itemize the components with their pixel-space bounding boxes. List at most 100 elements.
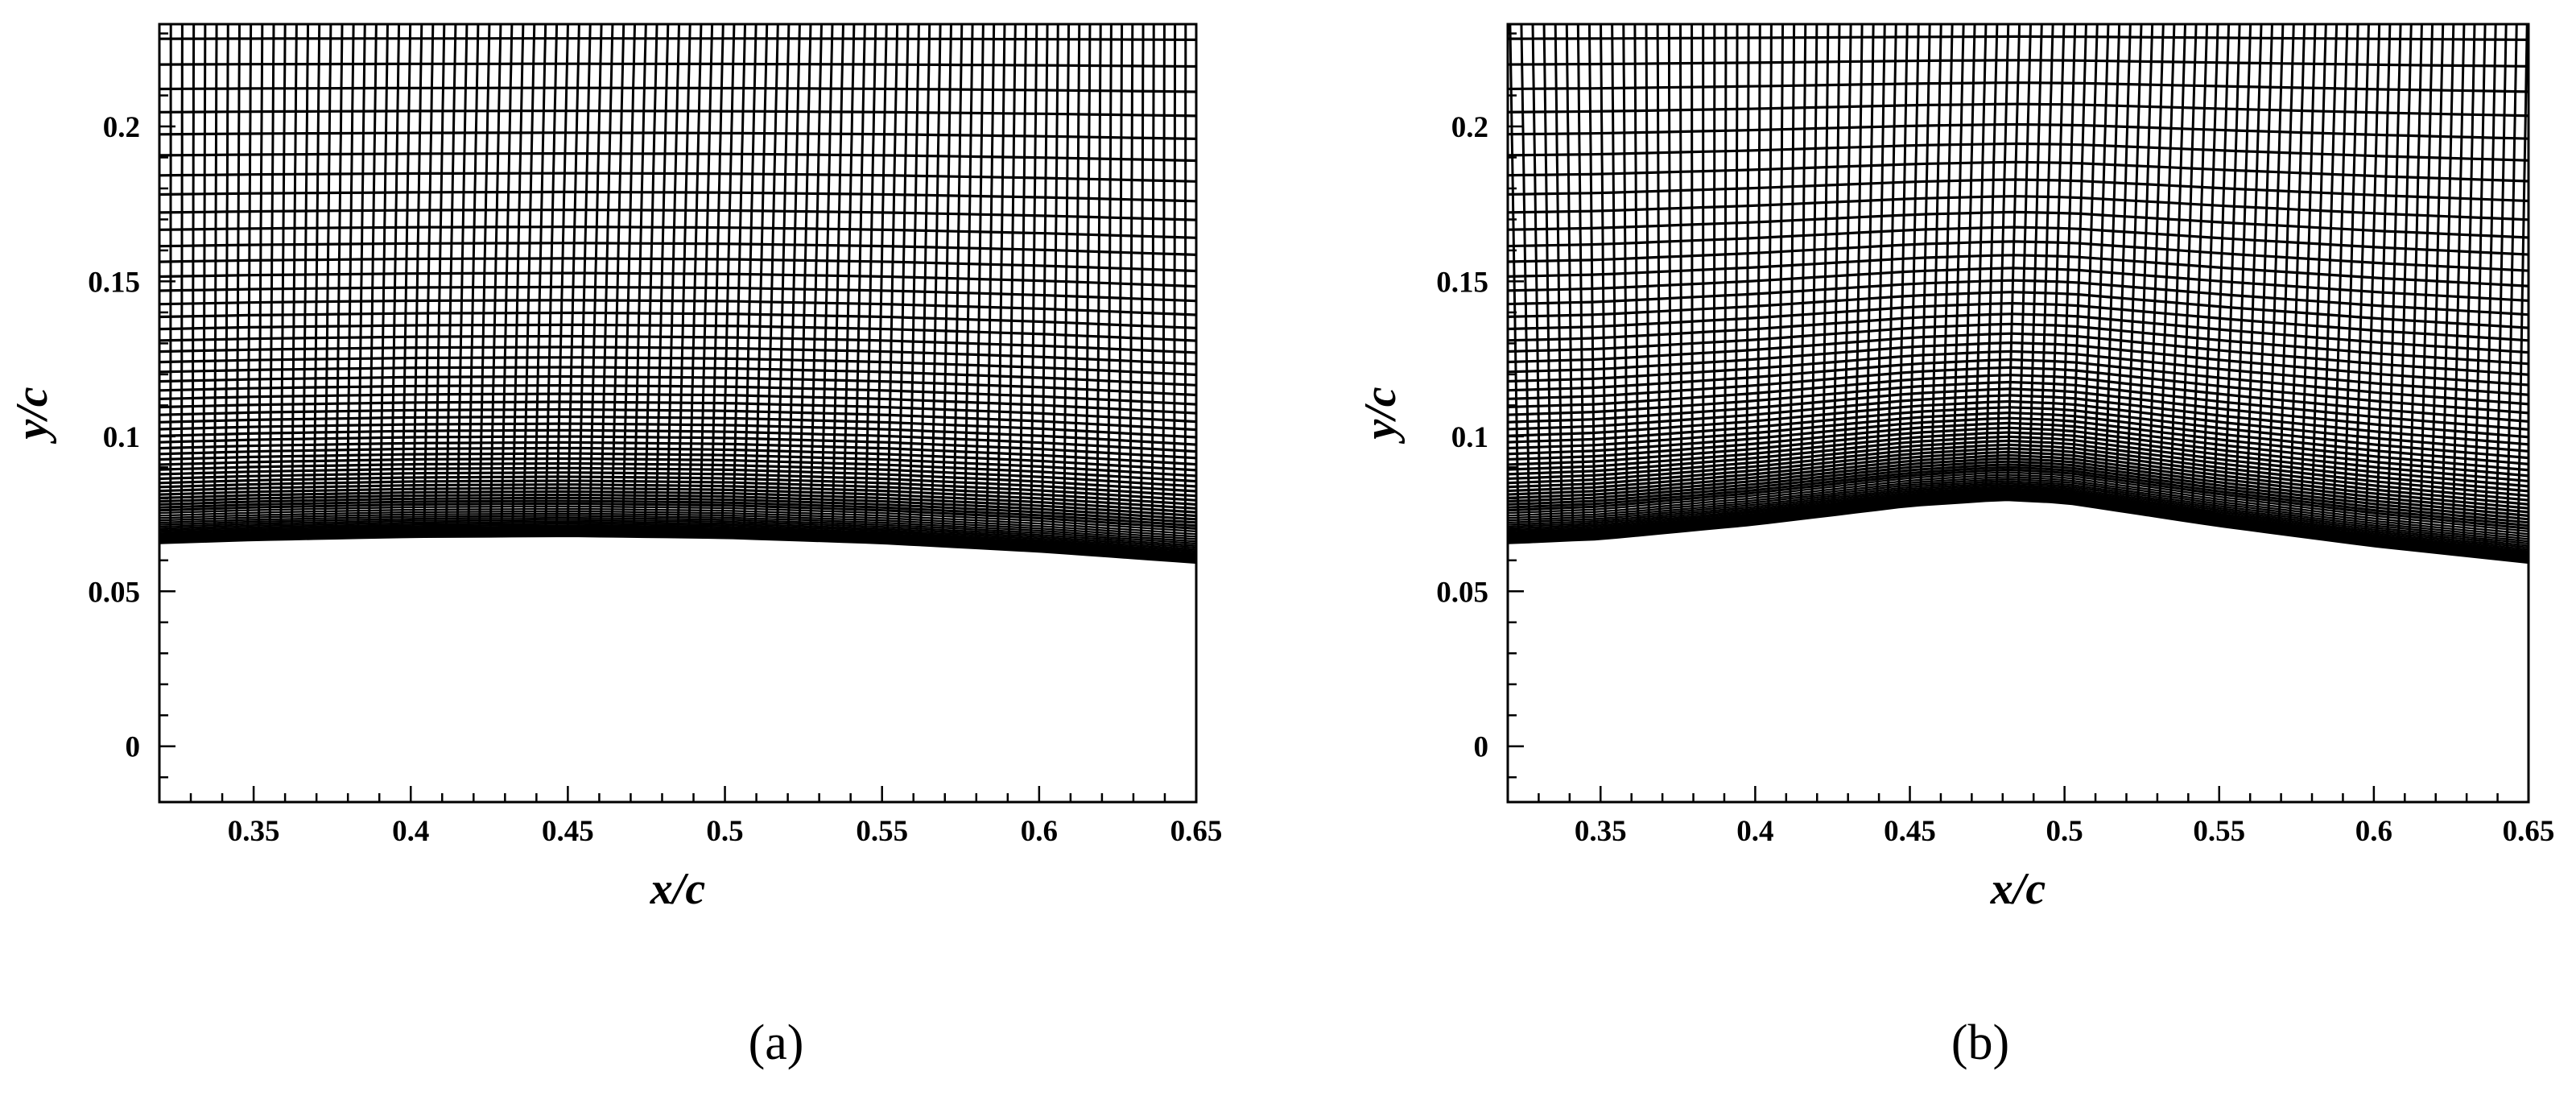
mesh-line-column bbox=[1995, 24, 2010, 501]
mesh-line-row bbox=[159, 208, 1196, 221]
mesh-line-column bbox=[720, 24, 736, 539]
mesh-line-row bbox=[159, 190, 1196, 203]
mesh-line-column bbox=[1897, 24, 1909, 508]
mesh-line-column bbox=[819, 24, 834, 542]
mesh-line-column bbox=[765, 24, 779, 540]
mesh-line-column bbox=[1734, 24, 1739, 527]
boundary-layer-band bbox=[159, 528, 1196, 563]
mesh-line-column bbox=[732, 24, 747, 539]
mesh-line-column bbox=[202, 24, 207, 542]
mesh-line-column bbox=[2386, 24, 2402, 548]
y-tick-label: 0.15 bbox=[88, 266, 140, 299]
mesh-line-column bbox=[2223, 24, 2241, 527]
x-tick-label: 0.5 bbox=[706, 815, 743, 848]
mesh-line-column bbox=[1576, 24, 1585, 540]
mesh-line-column bbox=[643, 24, 658, 537]
mesh-line-row bbox=[1508, 142, 2529, 162]
mesh-line-column bbox=[1799, 24, 1807, 519]
mesh-line-column bbox=[709, 24, 724, 538]
mesh-line-column bbox=[2179, 24, 2198, 521]
mesh-line-column bbox=[610, 24, 625, 537]
mesh-line-column bbox=[2103, 24, 2121, 510]
mesh-line-column bbox=[1063, 24, 1071, 554]
panel-label: (b) bbox=[1951, 1015, 2009, 1070]
x-tick-label: 0.65 bbox=[1170, 815, 1223, 848]
mesh-line-column bbox=[2070, 24, 2087, 505]
x-tick-label: 0.45 bbox=[542, 815, 594, 848]
mesh-line-column bbox=[632, 24, 647, 537]
mesh-line-column bbox=[2201, 24, 2219, 524]
mesh-line-column bbox=[522, 24, 536, 537]
mesh-line-row bbox=[1508, 178, 2529, 203]
y-tick-label: 0.05 bbox=[1436, 576, 1488, 609]
mesh-line-column bbox=[1724, 24, 1728, 528]
mesh-line-column bbox=[1667, 24, 1672, 533]
mesh-line-column bbox=[390, 24, 401, 538]
y-tick-label: 0.2 bbox=[1451, 111, 1488, 144]
mesh-line-column bbox=[2060, 24, 2077, 503]
mesh-line-column bbox=[665, 24, 681, 538]
mesh-line-column bbox=[1565, 24, 1575, 541]
mesh-line-column bbox=[2483, 24, 2497, 559]
mesh-line-column bbox=[952, 24, 964, 548]
mesh-line-column bbox=[963, 24, 974, 548]
mesh-line-column bbox=[676, 24, 691, 538]
mesh-line-column bbox=[1611, 24, 1618, 538]
mesh-line-column bbox=[500, 24, 514, 537]
mesh-line-column bbox=[2331, 24, 2349, 541]
mesh-line-column bbox=[1678, 24, 1683, 532]
mesh-line-column bbox=[1084, 24, 1092, 556]
mesh-line-row bbox=[159, 172, 1196, 183]
mesh-line-column bbox=[312, 24, 321, 540]
mesh-line-column bbox=[1908, 24, 1920, 507]
mesh-line-column bbox=[1554, 24, 1563, 541]
mesh-line-column bbox=[1843, 24, 1852, 515]
mesh-line-column bbox=[2256, 24, 2273, 531]
mesh-line-column bbox=[2234, 24, 2252, 529]
x-tick-label: 0.5 bbox=[2046, 815, 2083, 848]
mesh-line-column bbox=[180, 24, 184, 543]
mesh-line-column bbox=[577, 24, 592, 536]
mesh-line-column bbox=[1919, 24, 1931, 506]
mesh-line-column bbox=[1854, 24, 1864, 513]
mesh-line-column bbox=[2343, 24, 2359, 543]
mesh-line-column bbox=[1051, 24, 1059, 553]
mesh-line-column bbox=[2364, 24, 2381, 546]
x-tick-label: 0.55 bbox=[2193, 815, 2245, 848]
mesh-line-column bbox=[1656, 24, 1662, 534]
mesh-line-column bbox=[2451, 24, 2466, 555]
mesh-line-column bbox=[886, 24, 899, 544]
mesh-line-column bbox=[213, 24, 218, 542]
mesh-line-column bbox=[2157, 24, 2176, 518]
mesh-line-row bbox=[1508, 195, 2529, 221]
mesh-line-column bbox=[897, 24, 910, 544]
mesh-line-column bbox=[1886, 24, 1897, 509]
mesh-line-column bbox=[1587, 24, 1596, 540]
mesh-line-column bbox=[2277, 24, 2295, 535]
mesh-line-column bbox=[2396, 24, 2413, 549]
mesh-line-column bbox=[1018, 24, 1028, 551]
mesh-line-column bbox=[798, 24, 812, 541]
mesh-line-column bbox=[941, 24, 952, 547]
y-tick-label: 0.1 bbox=[1451, 421, 1488, 454]
mesh-line-column bbox=[2028, 24, 2043, 502]
mesh-line-column bbox=[588, 24, 603, 537]
mesh-line-column bbox=[2147, 24, 2165, 516]
mesh-line-row bbox=[1508, 122, 2529, 140]
mesh-line-column bbox=[2299, 24, 2317, 537]
mesh-line-column bbox=[1073, 24, 1081, 555]
mesh-line-column bbox=[191, 24, 196, 543]
mesh-line-column bbox=[566, 24, 580, 536]
mesh-line-column bbox=[290, 24, 298, 540]
mesh-line-column bbox=[775, 24, 791, 540]
mesh-line-column bbox=[2418, 24, 2434, 552]
mesh-line-column bbox=[864, 24, 877, 544]
mesh-line-column bbox=[467, 24, 480, 537]
mesh-line-column bbox=[852, 24, 866, 543]
mesh-line-column bbox=[2082, 24, 2099, 507]
mesh-line-column bbox=[1622, 24, 1629, 537]
x-tick-label: 0.35 bbox=[228, 815, 280, 848]
x-tick-label: 0.45 bbox=[1884, 815, 1936, 848]
mesh-line-column bbox=[2429, 24, 2445, 552]
